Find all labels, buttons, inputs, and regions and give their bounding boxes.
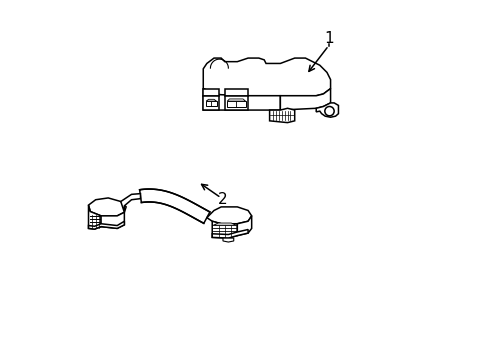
Polygon shape [212, 229, 247, 238]
Polygon shape [88, 221, 124, 229]
Polygon shape [203, 89, 219, 96]
Polygon shape [88, 205, 101, 229]
Polygon shape [224, 96, 247, 110]
Polygon shape [206, 101, 216, 106]
Polygon shape [206, 99, 216, 101]
Polygon shape [212, 221, 237, 238]
Polygon shape [203, 96, 219, 110]
Polygon shape [206, 207, 251, 224]
Polygon shape [140, 189, 209, 223]
Polygon shape [213, 223, 236, 225]
Polygon shape [101, 212, 124, 228]
Polygon shape [269, 108, 294, 123]
Polygon shape [224, 89, 247, 96]
Polygon shape [88, 198, 126, 216]
Polygon shape [121, 194, 140, 212]
Text: 1: 1 [323, 31, 333, 46]
Polygon shape [316, 103, 338, 117]
Polygon shape [203, 89, 280, 110]
Polygon shape [237, 216, 251, 235]
Polygon shape [280, 89, 330, 110]
Text: 2: 2 [218, 192, 227, 207]
Polygon shape [203, 58, 330, 96]
Polygon shape [223, 238, 233, 242]
Polygon shape [227, 99, 245, 101]
Polygon shape [227, 101, 245, 107]
